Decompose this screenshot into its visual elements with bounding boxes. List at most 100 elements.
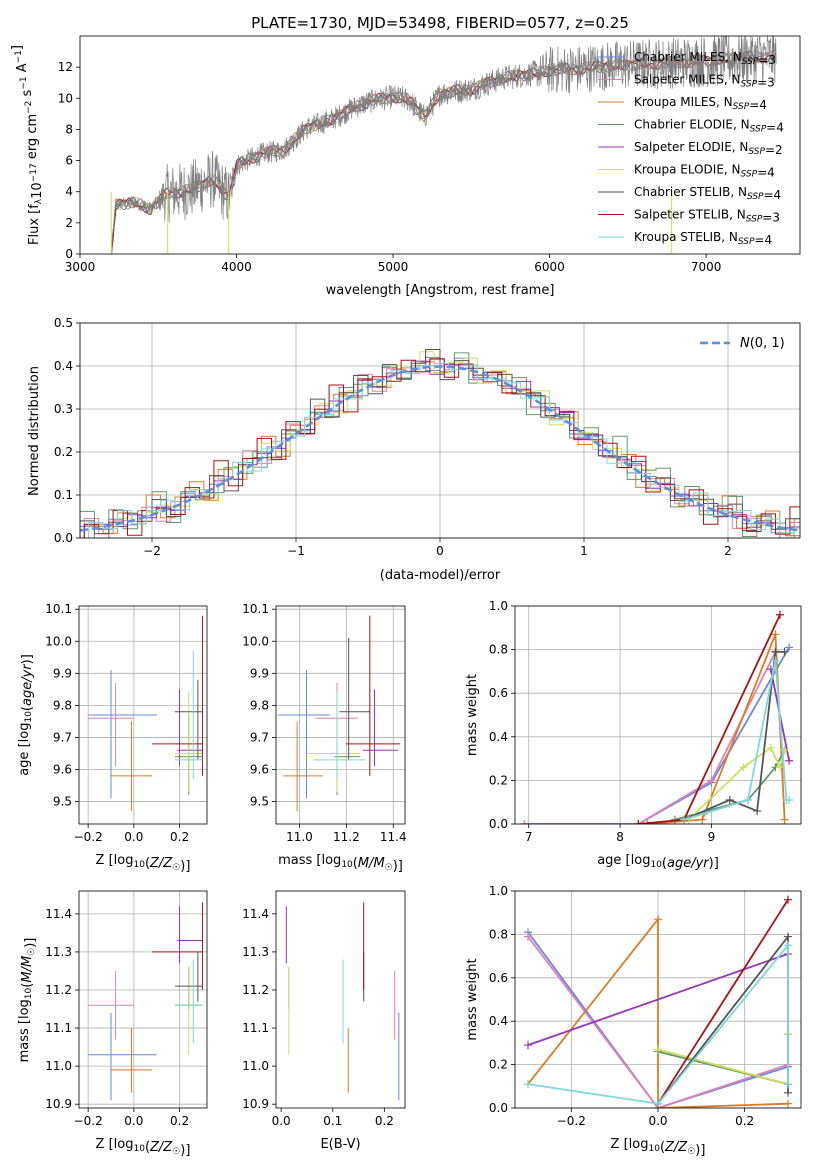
y-tick-label: 0.2 (489, 773, 508, 787)
x-axis-label: Z [log10(Z/Z☉)] (96, 853, 191, 874)
plot-area (80, 349, 800, 538)
y-tick-label: 12 (58, 60, 73, 74)
weight-marker-5 (654, 1045, 662, 1054)
y-tick-label: 0.1 (54, 488, 73, 502)
histogram-step-1 (83, 359, 800, 538)
x-tick-label: 8 (616, 830, 624, 844)
x-tick-label: 5000 (378, 260, 409, 274)
y-tick-label: 0 (65, 247, 73, 261)
plot-area (520, 610, 794, 824)
spectrum-observed-line (110, 36, 777, 253)
x-tick-label: 0.0 (272, 1114, 291, 1128)
axes-frame (79, 322, 801, 539)
x-tick-label: 0.2 (170, 830, 189, 844)
weight-marker-6 (780, 647, 789, 656)
weight-line-5 (657, 1034, 789, 1086)
y-tick-label: 10.1 (45, 602, 72, 616)
histogram-step-7 (83, 358, 800, 538)
x-tick-label: 9 (708, 830, 716, 844)
y-tick-label: 1.0 (489, 884, 508, 898)
panel-age-vs-mass: 11.0 11.2 11.4 9.5 9.6 9.7 9.8 9.9 10.0 10.1 mass … (242, 602, 406, 874)
x-tick-label: 0.1 (323, 1114, 342, 1128)
weight-marker-8 (744, 796, 753, 805)
y-tick-label: 0.2 (489, 1058, 508, 1072)
weight-marker-6 (771, 647, 780, 656)
plot-area (285, 902, 400, 1101)
y-tick-label: 0.6 (489, 686, 508, 700)
y-tick-label: 10.9 (45, 1097, 72, 1111)
x-tick-label: 2 (724, 544, 732, 558)
axes-frame (79, 35, 801, 255)
y-tick-label: 0.4 (54, 359, 73, 373)
panel-massweight-vs-age: 7 8 9 0.0 0.2 0.4 0.6 0.8 1.0 age [log10(age/yr)]… (465, 599, 802, 871)
y-tick-label: 4 (65, 185, 73, 199)
y-axis-label: mass weight (465, 674, 480, 756)
x-tick-label: 0.2 (170, 1114, 189, 1128)
weight-marker-7 (634, 820, 643, 824)
y-tick-label: 2 (65, 216, 73, 230)
weight-marker-5 (775, 763, 784, 772)
panel-spectrum: 3000 4000 5000 6000 7000 0 2 4 6 8 10 12 wavelength … (10, 35, 801, 298)
y-tick-label: 0.8 (489, 927, 508, 941)
axes-frame (514, 890, 802, 1109)
normal-curve (80, 365, 800, 532)
x-axis-label: E(B-V) (320, 1137, 360, 1152)
panel-massweight-vs-Z: −0.2 0.0 0.2 0.0 0.2 0.4 0.6 0.8 1.0 Z [log10(Z/Z… (465, 884, 802, 1158)
y-tick-label: 9.8 (250, 698, 269, 712)
weight-marker-1 (524, 932, 532, 941)
y-tick-label: 10.9 (242, 1097, 269, 1111)
y-tick-label: 9.6 (250, 763, 269, 777)
x-tick-label: 6000 (534, 260, 565, 274)
weight-marker-7 (784, 895, 792, 904)
weight-marker-5 (739, 763, 748, 772)
weight-line-5 (687, 746, 786, 821)
y-tick-label: 9.9 (53, 666, 72, 680)
axes-frame (514, 605, 802, 825)
y-tick-label: 0.4 (489, 1014, 508, 1028)
weight-marker-1 (520, 820, 529, 824)
legend-entry: Salpeter STELIB, NSSP=3 (634, 208, 780, 225)
weight-marker-0 (785, 643, 794, 652)
y-tick-label: 11.3 (242, 945, 269, 959)
y-axis-label: mass weight (465, 958, 480, 1040)
weight-marker-2 (771, 630, 780, 639)
x-tick-label: 11.4 (380, 830, 407, 844)
weight-marker-8 (784, 1080, 792, 1089)
weight-line-0 (524, 646, 790, 824)
legend-entry: Salpeter MILES, NSSP=3 (634, 73, 775, 90)
weight-marker-6 (784, 932, 792, 941)
weight-marker-8 (654, 1099, 662, 1108)
x-tick-label: 0.2 (735, 1114, 754, 1128)
y-tick-label: 10.0 (45, 634, 72, 648)
x-tick-label: 1 (580, 544, 588, 558)
y-axis-label: mass [log10(M/M☉)] (17, 938, 38, 1063)
x-axis-label: mass [log10(M/M☉)] (278, 853, 403, 874)
y-tick-label: 0.8 (489, 643, 508, 657)
y-axis-label: Flux [fλ10−17 erg cm−2 s−1 A−1] (10, 45, 45, 245)
y-axis-label: age [log10(age/yr)] (17, 654, 35, 776)
panel-mass-vs-Z: −0.2 0.0 0.2 10.9 11.0 11.1 11.2 11.3 11.4 Z [log… (17, 890, 208, 1158)
y-tick-label: 10.1 (242, 602, 269, 616)
x-tick-label: 0.0 (648, 1114, 667, 1128)
x-tick-label: 7000 (691, 260, 722, 274)
y-tick-label: 8 (65, 122, 73, 136)
weight-marker-8 (785, 796, 794, 805)
y-tick-label: 0.4 (489, 730, 508, 744)
plot-area (278, 615, 401, 812)
x-axis-label: (data-model)/error (380, 568, 501, 583)
weight-line-2 (527, 916, 789, 1108)
y-tick-label: 11.4 (242, 907, 269, 921)
legend-entry: Kroupa MILES, NSSP=4 (634, 95, 767, 112)
weight-marker-4 (785, 756, 794, 765)
x-tick-label: 4000 (221, 260, 252, 274)
y-tick-label: 11.0 (242, 1059, 269, 1073)
y-tick-label: 9.5 (250, 795, 269, 809)
panel-residuals: −2 −1 0 1 2 0.0 0.1 0.2 0.3 0.4 0.5 (data-model)/er… (27, 316, 801, 583)
axes-frame (78, 890, 208, 1109)
legend-entry: Kroupa STELIB, NSSP=4 (634, 230, 772, 247)
weight-line-8 (527, 942, 789, 1105)
y-tick-label: 6 (65, 154, 73, 168)
y-tick-label: 11.1 (45, 1021, 72, 1035)
y-tick-label: 11.2 (45, 983, 72, 997)
weight-marker-2 (780, 815, 789, 824)
